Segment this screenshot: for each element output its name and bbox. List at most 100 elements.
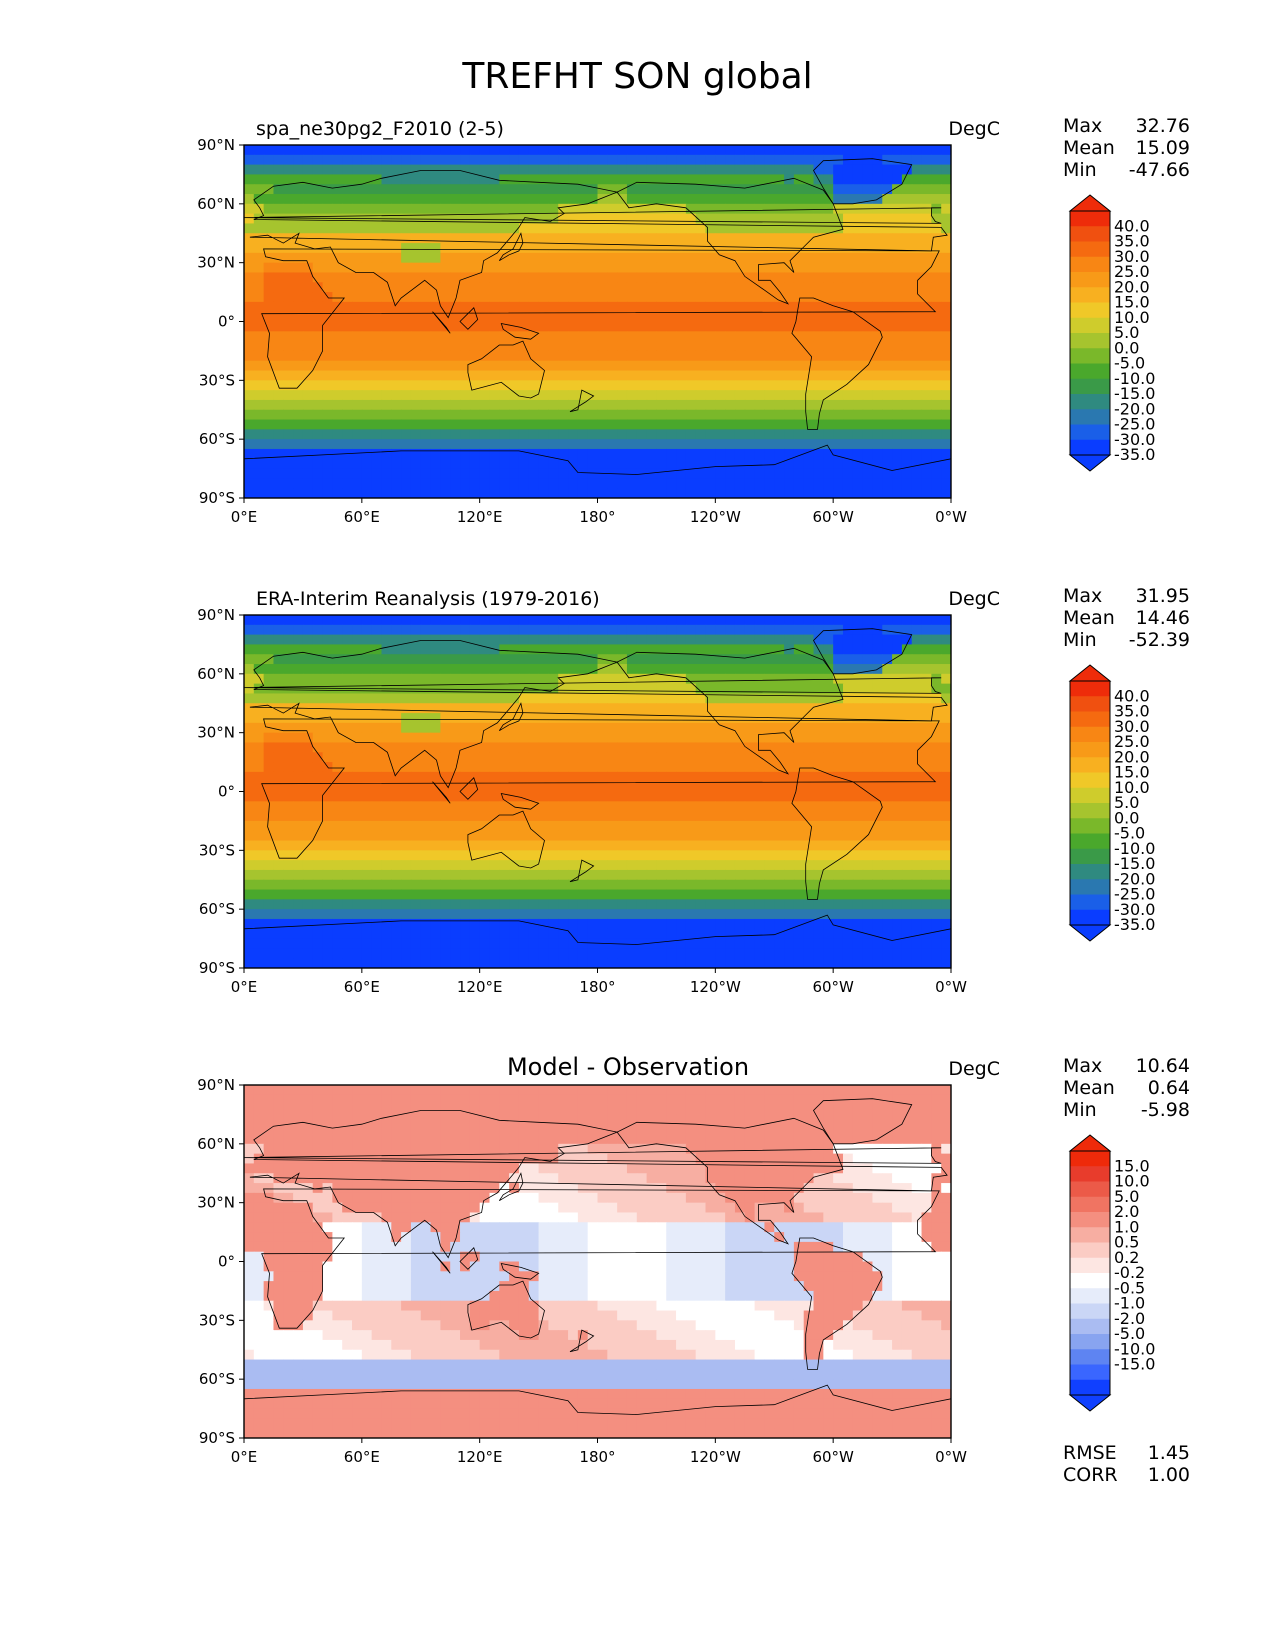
field-cell bbox=[744, 781, 756, 793]
field-cell bbox=[273, 693, 284, 704]
field-cell bbox=[901, 301, 913, 313]
field-cell bbox=[518, 713, 530, 724]
field-cell bbox=[440, 194, 451, 205]
field-cell bbox=[558, 820, 569, 832]
field-cell bbox=[312, 213, 324, 225]
field-cell bbox=[725, 693, 736, 704]
field-cell bbox=[460, 615, 471, 626]
field-cell bbox=[381, 673, 392, 685]
field-cell bbox=[646, 732, 658, 744]
field-cell bbox=[401, 889, 412, 900]
field-cell bbox=[430, 742, 441, 753]
field-cell bbox=[548, 820, 559, 832]
field-cell bbox=[744, 752, 756, 763]
field-cell bbox=[283, 380, 294, 391]
field-cell bbox=[774, 360, 785, 372]
field-cell bbox=[460, 830, 471, 842]
field-cell bbox=[460, 272, 471, 283]
field-cell bbox=[371, 399, 383, 411]
field-cell bbox=[636, 703, 648, 714]
field-cell bbox=[666, 879, 677, 891]
field-cell bbox=[921, 341, 932, 352]
field-cell bbox=[253, 791, 265, 802]
field-cell bbox=[607, 311, 618, 323]
field-cell bbox=[489, 909, 500, 920]
field-cell bbox=[685, 390, 697, 401]
field-cell bbox=[469, 762, 481, 773]
field-cell bbox=[833, 820, 844, 832]
field-cell bbox=[685, 615, 697, 626]
field-cell bbox=[440, 341, 451, 352]
field-cell bbox=[352, 409, 363, 421]
field-cell bbox=[685, 488, 697, 498]
field-cell bbox=[626, 399, 638, 411]
field-cell bbox=[381, 488, 392, 498]
field-cell bbox=[725, 889, 736, 900]
field-cell bbox=[784, 654, 795, 665]
field-cell bbox=[410, 370, 422, 381]
field-cell bbox=[518, 399, 530, 411]
field-cell bbox=[597, 762, 608, 773]
field-cell bbox=[410, 331, 422, 342]
field-cell bbox=[931, 879, 942, 891]
field-cell bbox=[273, 458, 284, 470]
field-cell bbox=[754, 380, 766, 391]
field-cell bbox=[361, 840, 373, 851]
field-cell bbox=[518, 732, 530, 744]
field-cell bbox=[882, 321, 893, 332]
field-cell bbox=[577, 762, 589, 773]
field-cell bbox=[420, 282, 432, 293]
field-cell bbox=[518, 889, 530, 900]
field-cell bbox=[558, 370, 569, 381]
field-cell bbox=[391, 860, 402, 871]
field-cell bbox=[715, 840, 726, 851]
field-cell bbox=[931, 439, 942, 450]
field-cell bbox=[263, 899, 275, 910]
field-cell bbox=[499, 615, 510, 626]
field-cell bbox=[469, 478, 481, 489]
field-cell bbox=[263, 791, 275, 802]
field-cell bbox=[312, 184, 324, 195]
field-cell bbox=[725, 634, 736, 646]
field-cell bbox=[617, 370, 628, 381]
field-cell bbox=[872, 390, 883, 401]
field-cell bbox=[568, 282, 579, 293]
field-cell bbox=[685, 634, 697, 646]
field-cell bbox=[381, 879, 392, 891]
field-cell bbox=[852, 860, 864, 871]
field-cell bbox=[244, 213, 255, 225]
field-cell bbox=[646, 634, 658, 646]
field-cell bbox=[440, 223, 451, 234]
field-cell bbox=[852, 301, 864, 313]
field-cell bbox=[420, 292, 432, 303]
field-cell bbox=[322, 272, 333, 283]
field-cell bbox=[293, 488, 304, 498]
field-cell bbox=[715, 752, 726, 763]
field-cell bbox=[656, 448, 667, 460]
field-cell bbox=[725, 350, 736, 362]
field-cell bbox=[774, 331, 785, 342]
field-cell bbox=[322, 664, 333, 675]
field-cell bbox=[676, 233, 687, 244]
field-cell bbox=[607, 909, 618, 920]
field-cell bbox=[361, 488, 373, 498]
field-cell bbox=[450, 154, 461, 166]
field-cell bbox=[725, 860, 736, 871]
field-cell bbox=[744, 615, 756, 626]
field-cell bbox=[921, 879, 932, 891]
field-cell bbox=[263, 380, 275, 391]
field-cell bbox=[626, 350, 638, 362]
field-cell bbox=[548, 184, 559, 195]
field-cell bbox=[410, 840, 422, 851]
field-cell bbox=[646, 174, 658, 185]
field-cell bbox=[705, 683, 716, 695]
field-cell bbox=[479, 233, 491, 244]
field-cell bbox=[921, 850, 932, 861]
field-cell bbox=[518, 282, 530, 293]
field-cell bbox=[440, 909, 451, 920]
field-cell bbox=[803, 390, 815, 401]
field-cell bbox=[764, 194, 775, 205]
field-cell bbox=[793, 703, 805, 714]
field-cell bbox=[695, 458, 707, 470]
field-cell bbox=[646, 752, 658, 763]
